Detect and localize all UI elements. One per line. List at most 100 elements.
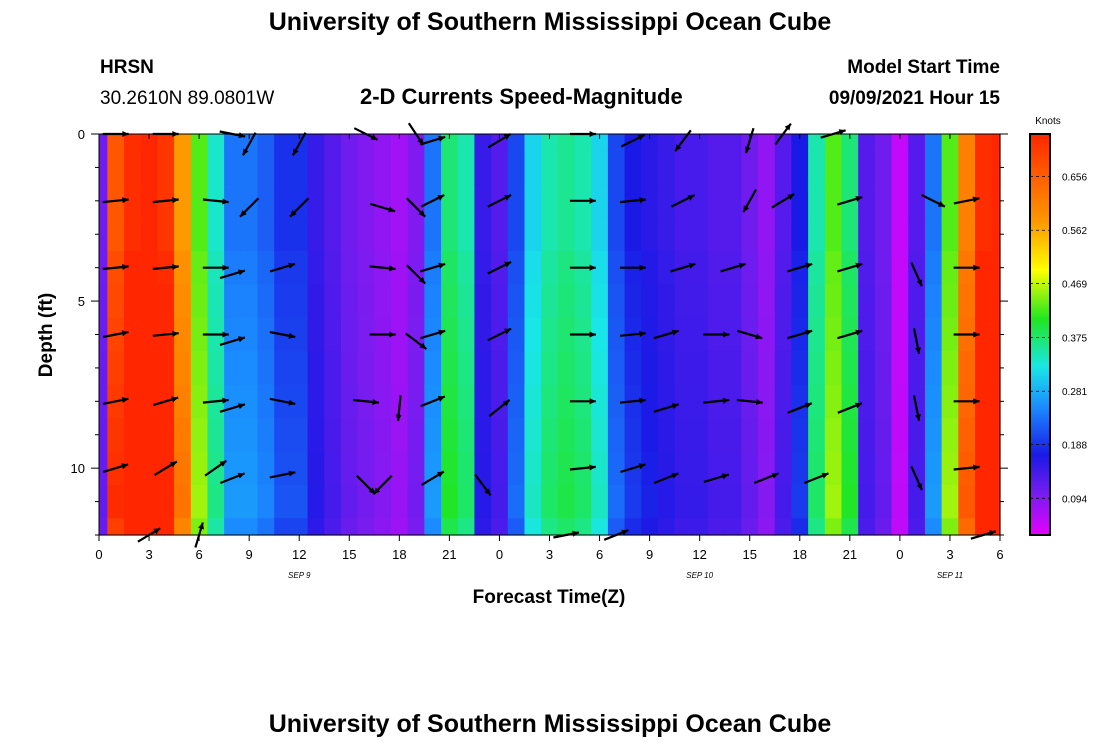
heat-cell bbox=[624, 518, 642, 536]
x-tick-label: 0 bbox=[896, 547, 903, 562]
current-arrow bbox=[912, 395, 921, 422]
heat-cell bbox=[424, 351, 442, 386]
heat-cell bbox=[307, 150, 325, 185]
current-arrow bbox=[653, 329, 680, 340]
current-arrow bbox=[356, 474, 376, 495]
heat-cell bbox=[674, 317, 692, 352]
heat-cell bbox=[224, 351, 242, 386]
heat-cell bbox=[374, 484, 392, 519]
heat-cell bbox=[891, 384, 909, 419]
current-arrow bbox=[619, 397, 647, 404]
heat-cell bbox=[240, 484, 259, 519]
current-arrow bbox=[420, 194, 445, 208]
heat-cell bbox=[257, 518, 275, 536]
current-arrow bbox=[620, 133, 646, 148]
heat-cell bbox=[691, 134, 709, 152]
heat-cell bbox=[791, 484, 809, 519]
heat-cell bbox=[641, 418, 659, 453]
heat-cell bbox=[808, 150, 826, 185]
heat-cell bbox=[357, 150, 375, 185]
heat-cell bbox=[207, 351, 225, 386]
heat-cell bbox=[858, 418, 876, 453]
heat-cell bbox=[724, 484, 742, 519]
heat-cell bbox=[891, 317, 909, 352]
current-arrow bbox=[291, 132, 307, 156]
current-arrow bbox=[369, 331, 396, 338]
heat-cell bbox=[808, 351, 826, 386]
heat-cell bbox=[257, 217, 275, 252]
heat-cell bbox=[324, 451, 342, 486]
heat-cell bbox=[924, 150, 943, 185]
heat-cell bbox=[541, 518, 559, 536]
heat-cell bbox=[257, 150, 275, 185]
heat-cell bbox=[858, 184, 876, 219]
current-arrow bbox=[202, 397, 229, 404]
heat-cell bbox=[240, 217, 259, 252]
heat-cell bbox=[257, 317, 275, 352]
heat-cell bbox=[274, 518, 292, 536]
y-axis: 0 5 10 bbox=[71, 127, 1008, 536]
heat-cell bbox=[908, 317, 926, 352]
heat-cell bbox=[607, 250, 626, 285]
heat-cell bbox=[774, 484, 793, 519]
heat-cell bbox=[557, 484, 576, 519]
current-arrow bbox=[910, 262, 923, 287]
heat-cell bbox=[290, 518, 309, 536]
heat-cell bbox=[207, 284, 225, 319]
heat-cell bbox=[457, 284, 476, 319]
heat-cell bbox=[390, 317, 409, 352]
current-arrow bbox=[837, 329, 863, 340]
x-tick-label: 3 bbox=[546, 547, 553, 562]
x-tick-label: 9 bbox=[646, 547, 653, 562]
current-arrow bbox=[953, 264, 980, 271]
heat-cell bbox=[874, 250, 893, 285]
heat-cell bbox=[174, 150, 192, 185]
heat-cell bbox=[874, 184, 893, 219]
heat-cell bbox=[124, 284, 142, 319]
current-arrow bbox=[953, 331, 980, 338]
heat-cell bbox=[441, 284, 459, 319]
heat-cell bbox=[340, 184, 359, 219]
heat-cell bbox=[107, 418, 125, 453]
x-tick-label: 18 bbox=[392, 547, 406, 562]
heat-cell bbox=[874, 217, 893, 252]
heat-cell bbox=[390, 484, 409, 519]
heat-cell bbox=[257, 484, 275, 519]
heat-cell bbox=[340, 284, 359, 319]
heat-cell bbox=[908, 351, 926, 386]
current-arrow bbox=[419, 329, 446, 340]
heat-cell bbox=[824, 484, 843, 519]
heat-cell bbox=[257, 284, 275, 319]
heat-cell bbox=[340, 317, 359, 352]
heat-cell bbox=[824, 418, 843, 453]
heat-cell bbox=[824, 351, 843, 386]
heat-cell bbox=[974, 184, 993, 219]
heat-cell bbox=[691, 284, 709, 319]
current-arrow bbox=[204, 459, 228, 477]
heat-cell bbox=[891, 134, 909, 152]
heat-cell bbox=[340, 351, 359, 386]
heat-cell bbox=[541, 217, 559, 252]
x-axis: 0 3 6 9 12 15 18 21 0 3 6 9 12 15 18 21 0 3 6 SEP 9 SEP 10 SE… bbox=[95, 134, 1004, 580]
date-label: SEP 11 bbox=[937, 571, 963, 580]
heat-cell bbox=[557, 134, 576, 152]
heat-cell bbox=[390, 250, 409, 285]
heat-cell bbox=[991, 518, 1001, 536]
heat-cell bbox=[240, 184, 259, 219]
x-axis-label: Forecast Time(Z) bbox=[473, 587, 626, 608]
heat-cell bbox=[758, 150, 776, 185]
heat-cell bbox=[758, 518, 776, 536]
heat-cell bbox=[524, 250, 542, 285]
bottom-title: University of Southern Mississippi Ocean… bbox=[268, 710, 832, 738]
heat-cell bbox=[607, 518, 626, 536]
heat-cell bbox=[307, 250, 325, 285]
current-arrow bbox=[803, 472, 829, 485]
heat-cell bbox=[874, 150, 893, 185]
heat-cell bbox=[324, 250, 342, 285]
heat-cell bbox=[507, 518, 526, 536]
heat-cell bbox=[290, 317, 309, 352]
heat-cell bbox=[441, 184, 459, 219]
heat-cell bbox=[741, 484, 759, 519]
heat-cell bbox=[958, 217, 976, 252]
heat-cell bbox=[374, 351, 392, 386]
